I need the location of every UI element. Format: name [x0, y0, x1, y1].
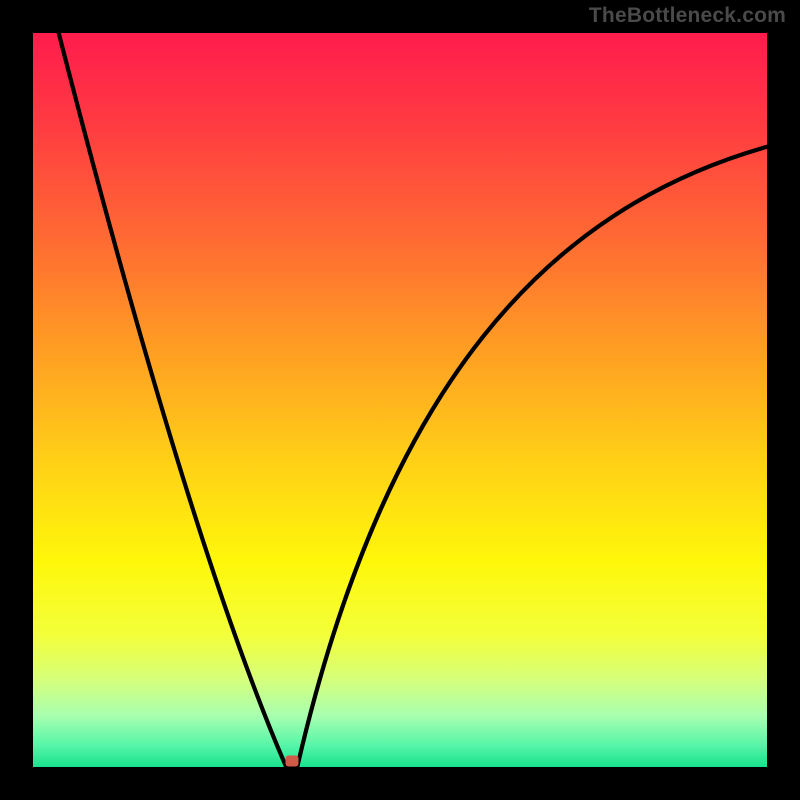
chart-frame: TheBottleneck.com	[0, 0, 800, 800]
plot-area	[33, 33, 767, 767]
watermark-text: TheBottleneck.com	[589, 4, 786, 28]
optimum-marker	[286, 756, 299, 767]
bottleneck-curve	[33, 33, 767, 767]
